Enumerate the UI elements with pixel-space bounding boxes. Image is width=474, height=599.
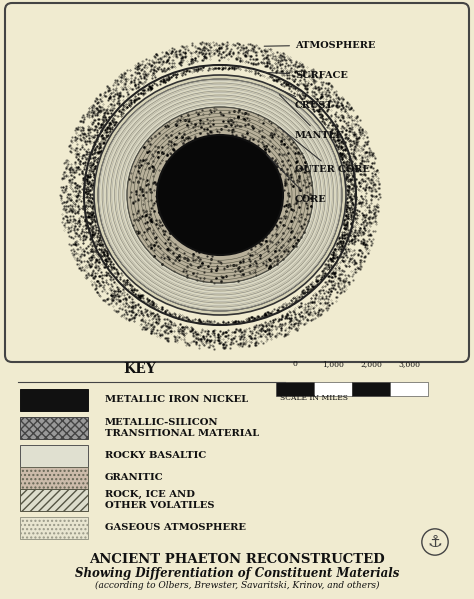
Text: 2,000: 2,000 (360, 360, 382, 368)
Text: SCALE IN MILES: SCALE IN MILES (280, 394, 348, 402)
Text: CRUST: CRUST (270, 85, 334, 110)
Text: ROCK, ICE AND
OTHER VOLATILES: ROCK, ICE AND OTHER VOLATILES (105, 490, 215, 510)
Text: Showing Differentiation of Constituent Materials: Showing Differentiation of Constituent M… (75, 567, 399, 580)
Bar (20, 389, 88, 411)
Bar (20, 489, 88, 511)
Text: (according to Olbers, Brewster, Savaritski, Krinov, and others): (according to Olbers, Brewster, Savarits… (95, 581, 379, 590)
Bar (20, 445, 88, 467)
Text: 3,000: 3,000 (398, 360, 420, 368)
Text: GRANITIC: GRANITIC (105, 473, 164, 483)
Ellipse shape (127, 107, 313, 283)
Text: METALLIC-SILICON
TRANSITIONAL MATERIAL: METALLIC-SILICON TRANSITIONAL MATERIAL (105, 418, 259, 438)
Ellipse shape (98, 79, 342, 311)
Bar (352, 382, 390, 396)
Text: CORE: CORE (266, 155, 327, 204)
Bar (390, 382, 428, 396)
Ellipse shape (94, 75, 346, 315)
FancyBboxPatch shape (5, 3, 469, 362)
Bar (314, 382, 352, 396)
Text: ATMOSPHERE: ATMOSPHERE (264, 41, 375, 50)
Text: GASEOUS ATMOSPHERE: GASEOUS ATMOSPHERE (105, 524, 246, 533)
Text: METALLIC IRON NICKEL: METALLIC IRON NICKEL (105, 395, 248, 404)
Text: ANCIENT PHAETON RECONSTRUCTED: ANCIENT PHAETON RECONSTRUCTED (89, 553, 385, 566)
Ellipse shape (157, 135, 283, 255)
Text: 1,000: 1,000 (322, 360, 344, 368)
Text: SURFACE: SURFACE (264, 71, 348, 80)
Bar (20, 517, 88, 539)
Bar (20, 467, 88, 489)
Text: MANTLE: MANTLE (279, 95, 344, 140)
Text: KEY: KEY (124, 362, 156, 376)
Text: ⚓: ⚓ (428, 533, 442, 551)
Text: OUTER CORE: OUTER CORE (279, 128, 370, 174)
Bar (20, 417, 88, 439)
Text: ROCKY BASALTIC: ROCKY BASALTIC (105, 452, 206, 461)
Bar (276, 382, 314, 396)
Text: 0: 0 (292, 360, 298, 368)
